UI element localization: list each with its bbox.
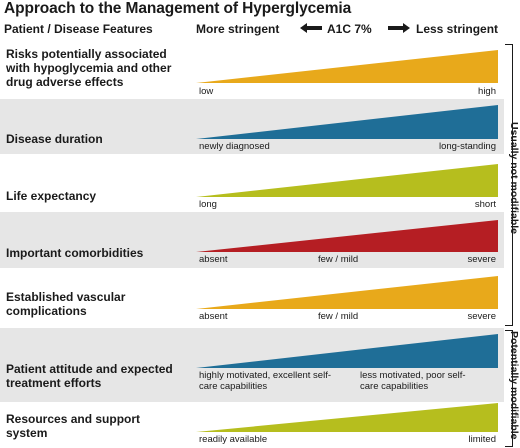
more-stringent-header: More stringent xyxy=(196,22,280,36)
anchor-severe: severe xyxy=(467,254,496,265)
row-label: Established vascular complications xyxy=(6,290,126,318)
row-hypoglycemia-risk: Risks potentially associated with hypogl… xyxy=(0,40,504,98)
stringency-wedge xyxy=(196,220,498,252)
less-stringent-header: Less stringent xyxy=(416,22,499,36)
row-label: Life expectancy xyxy=(6,189,97,203)
left-arrow-icon xyxy=(300,23,322,33)
not-modifiable-label: Usually not modifiable xyxy=(508,122,520,235)
modifiable-label: Potentially modifiable xyxy=(508,331,520,440)
row-label: Disease duration xyxy=(6,132,103,146)
row-resources-support: Resources and support system readily ava… xyxy=(0,403,504,448)
anchor-low: low xyxy=(199,86,214,97)
anchor-limited: limited xyxy=(468,434,496,445)
row-label: Patient attitude and expected treatment … xyxy=(6,362,173,390)
anchor-few-mild: few / mild xyxy=(318,254,359,265)
anchor-long-standing: long-standing xyxy=(438,141,496,152)
anchor-absent: absent xyxy=(199,254,228,265)
stringency-wedge xyxy=(196,403,498,432)
stringency-wedge xyxy=(196,276,498,309)
row-life-expectancy: Life expectancy long short xyxy=(0,155,504,211)
row-label: Resources and support system xyxy=(6,412,141,440)
modifiable-bracket xyxy=(505,330,513,447)
row-label: Risks potentially associated with hypogl… xyxy=(6,47,172,89)
a1c-target-header: A1C 7% xyxy=(327,22,372,36)
features-column-header: Patient / Disease Features xyxy=(4,22,153,36)
anchor-readily-available: readily available xyxy=(199,434,268,445)
not-modifiable-bracket xyxy=(505,44,513,326)
anchor-highly-motivated: highly motivated, excellent self-care ca… xyxy=(199,370,332,392)
anchor-long: long xyxy=(199,199,217,210)
row-disease-duration: Disease duration newly diagnosed long-st… xyxy=(0,99,504,154)
anchor-short: short xyxy=(474,199,496,210)
anchor-less-motivated: less motivated, poor self-care capabilit… xyxy=(360,370,466,392)
row-label: Important comorbidities xyxy=(6,246,144,260)
anchor-high: high xyxy=(478,86,496,97)
anchor-newly-diagnosed: newly diagnosed xyxy=(199,141,270,152)
row-comorbidities: Important comorbidities absent few / mil… xyxy=(0,212,504,268)
anchor-few-mild: few / mild xyxy=(318,311,359,322)
row-patient-attitude: Patient attitude and expected treatment … xyxy=(0,328,504,402)
stringency-wedge xyxy=(196,105,498,139)
right-arrow-icon xyxy=(388,23,410,33)
stringency-wedge xyxy=(196,334,498,368)
row-vascular-complications: Established vascular complications absen… xyxy=(0,269,504,326)
anchor-severe: severe xyxy=(467,311,496,322)
anchor-absent: absent xyxy=(199,311,228,322)
stringency-wedge xyxy=(196,50,498,83)
page-title: Approach to the Management of Hyperglyce… xyxy=(4,0,352,17)
stringency-wedge xyxy=(196,164,498,197)
